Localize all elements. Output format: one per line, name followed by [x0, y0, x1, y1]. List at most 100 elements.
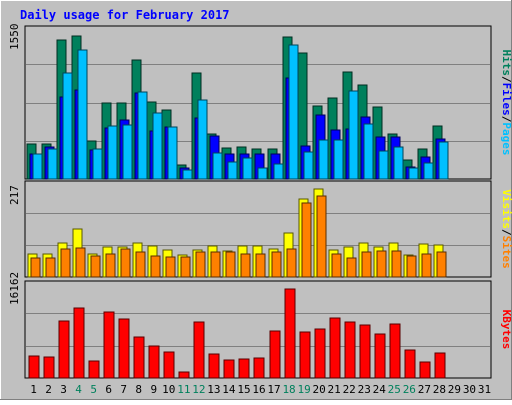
bar-pages-day-9: [152, 112, 163, 180]
bar-pages-day-20: [318, 139, 329, 180]
panel-kbytes-legend: KBytes: [500, 310, 512, 350]
legend-visits: Visits: [500, 189, 512, 229]
bar-sites-day-5: [90, 255, 101, 278]
bar-pages-day-11: [182, 169, 193, 180]
panel-kbytes: 16162 KBytes: [8, 272, 512, 379]
x-tick-label-27: 27: [418, 383, 431, 396]
bar-sites-day-19: [301, 202, 312, 278]
bar-kbytes-day-1: [28, 355, 40, 379]
bar-pages-day-15: [242, 157, 253, 180]
x-tick-label-19: 19: [297, 383, 310, 396]
x-tick-label-17: 17: [267, 383, 280, 396]
bar-pages-day-28: [438, 141, 449, 180]
chart-title: Daily usage for February 2017: [20, 8, 230, 22]
panel-visits-legend: Visits/Sites: [500, 189, 512, 269]
bar-pages-day-7: [122, 124, 133, 180]
bar-kbytes-day-9: [148, 345, 160, 379]
bar-kbytes-day-6: [103, 311, 115, 379]
legend-files: Files: [500, 83, 512, 116]
x-tick-label-8: 8: [135, 383, 142, 396]
bar-sites-day-22: [346, 257, 357, 278]
bar-sites-day-25: [391, 250, 402, 278]
x-tick-label-30: 30: [463, 383, 476, 396]
bar-kbytes-day-15: [238, 358, 250, 379]
bar-sites-day-4: [75, 247, 86, 278]
bar-kbytes-day-10: [163, 351, 175, 379]
bar-kbytes-day-14: [223, 359, 235, 379]
bar-sites-day-9: [150, 255, 161, 278]
legend-pages: Pages: [500, 122, 512, 155]
bar-sites-day-24: [376, 250, 387, 278]
bar-pages-day-14: [227, 161, 238, 180]
x-axis-labels: 1 2 3 4 5 6 7 8 9 10 11 12 13 14 15 16 17 18 19 20 21 22 23 24 2…: [30, 383, 491, 396]
bar-sites-day-23: [361, 251, 372, 278]
bar-kbytes-day-11: [178, 371, 190, 379]
x-tick-label-22: 22: [343, 383, 356, 396]
legend-hits: Hits: [500, 50, 512, 77]
bar-kbytes-day-8: [133, 336, 145, 379]
bar-sites-day-17: [271, 251, 282, 278]
x-tick-label-15: 15: [237, 383, 250, 396]
bar-pages-day-16: [257, 167, 268, 180]
bar-sites-day-15: [240, 253, 251, 278]
x-tick-label-29: 29: [448, 383, 461, 396]
x-tick-label-14: 14: [222, 383, 236, 396]
bar-sites-day-1: [30, 257, 41, 278]
bar-pages-day-1: [32, 153, 43, 180]
bar-sites-day-12: [195, 251, 206, 278]
bar-sites-day-26: [406, 255, 417, 278]
x-tick-label-9: 9: [150, 383, 157, 396]
bar-kbytes-day-5: [88, 360, 100, 379]
bar-kbytes-day-25: [389, 323, 401, 379]
x-tick-label-1: 1: [30, 383, 37, 396]
bar-sites-day-7: [120, 248, 131, 278]
x-tick-label-4: 4: [75, 383, 82, 396]
bar-pages-day-2: [47, 148, 58, 180]
bar-sites-day-13: [210, 251, 221, 278]
legend-separator: /: [500, 76, 512, 83]
x-tick-label-2: 2: [45, 383, 52, 396]
bar-pages-day-23: [363, 123, 374, 180]
bar-pages-day-12: [197, 99, 208, 180]
x-tick-label-20: 20: [313, 383, 326, 396]
bar-sites-day-20: [316, 195, 327, 278]
bar-kbytes-day-13: [208, 353, 220, 379]
bar-kbytes-day-7: [118, 318, 130, 379]
bar-pages-day-10: [167, 126, 178, 180]
x-tick-label-12: 12: [192, 383, 205, 396]
legend-separator: /: [500, 116, 512, 123]
bar-pages-day-19: [303, 151, 314, 180]
x-tick-label-6: 6: [105, 383, 112, 396]
x-tick-label-23: 23: [358, 383, 371, 396]
x-tick-label-13: 13: [207, 383, 220, 396]
bar-sites-day-3: [60, 248, 71, 278]
bar-pages-day-25: [393, 146, 404, 180]
bar-pages-day-3: [62, 72, 73, 180]
bar-sites-day-6: [105, 253, 116, 278]
legend-kbytes: KBytes: [500, 310, 512, 350]
bar-kbytes-day-20: [314, 328, 326, 379]
panel-visits: 217 Visits/Sites: [8, 180, 512, 278]
x-tick-label-21: 21: [328, 383, 341, 396]
x-tick-label-10: 10: [162, 383, 175, 396]
x-tick-label-18: 18: [282, 383, 295, 396]
bar-kbytes-day-12: [193, 321, 205, 379]
x-tick-label-25: 25: [388, 383, 401, 396]
bar-kbytes-day-28: [434, 352, 446, 379]
bar-pages-day-27: [423, 162, 434, 180]
bar-sites-day-28: [436, 251, 447, 278]
panel-kbytes-ymax-label: 16162: [8, 272, 21, 305]
x-tick-label-31: 31: [478, 383, 491, 396]
bar-kbytes-day-27: [419, 361, 431, 379]
x-tick-label-7: 7: [120, 383, 127, 396]
x-tick-label-11: 11: [177, 383, 190, 396]
bar-kbytes-day-2: [43, 356, 55, 379]
bar-pages-day-5: [92, 148, 103, 180]
bar-pages-day-6: [107, 125, 118, 180]
bar-sites-day-14: [225, 251, 236, 278]
bar-kbytes-day-18: [284, 288, 296, 379]
bar-sites-day-8: [135, 251, 146, 278]
